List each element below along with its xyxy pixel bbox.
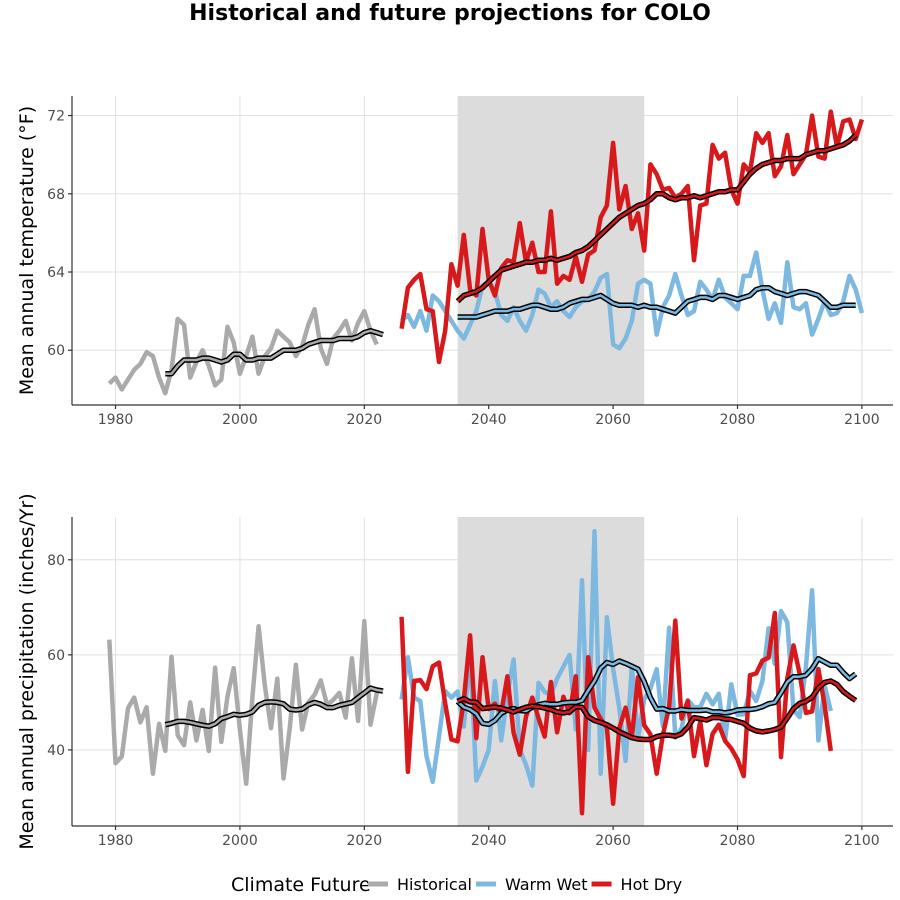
y-tick-label: 68: [47, 187, 65, 203]
series-line-warm-wet: [400, 250, 865, 351]
x-tick-label: 1980: [98, 833, 134, 849]
x-tick-label: 2020: [347, 412, 383, 428]
precipitation-panel: 1980 2000 2020 2040 2060 2080 2100 40 60 80 Mean a…: [16, 493, 893, 850]
y-tick-label: 60: [47, 648, 65, 664]
legend: Climate Future Historical Warm Wet Hot Dry: [231, 874, 682, 896]
x-tick-label: 2000: [222, 412, 258, 428]
smooth-line-hot-dry: [457, 679, 857, 741]
y-tick-label: 40: [47, 743, 65, 759]
x-tick-label: 2000: [222, 833, 258, 849]
temperature-panel: 1980 2000 2020 2040 2060 2080 2100 60 64 68 72 Mean…: [16, 96, 893, 428]
x-tick-label: 1980: [98, 412, 134, 428]
x-tick-label: 2060: [595, 833, 631, 849]
legend-label-hot-dry: Hot Dry: [621, 875, 683, 894]
y-axis-title: Mean annual precipitation (inches/Yr): [16, 493, 38, 849]
x-tick-label: 2040: [471, 412, 507, 428]
series-line-historical: [107, 306, 379, 396]
smooth-line-warm-wet: [457, 286, 856, 319]
x-tick-label: 2080: [720, 412, 756, 428]
smooth-line-hot-dry: [456, 134, 857, 303]
legend-label-historical: Historical: [397, 875, 472, 894]
y-tick-label: 80: [47, 553, 65, 569]
y-tick-label: 64: [47, 265, 65, 281]
x-tick-label: 2060: [595, 412, 631, 428]
series-line-hot-dry: [399, 109, 865, 365]
y-axis-title: Mean annual temperature (°F): [16, 106, 38, 395]
x-tick-label: 2100: [844, 412, 880, 428]
y-tick-label: 72: [47, 109, 65, 125]
x-tick-label: 2020: [347, 833, 383, 849]
x-tick-label: 2040: [471, 833, 507, 849]
smooth-line-historical: [165, 329, 384, 375]
x-tick-label: 2080: [720, 833, 756, 849]
x-tick-label: 2100: [844, 833, 880, 849]
chart-title: Historical and future projections for CO…: [189, 1, 711, 26]
legend-title: Climate Future: [231, 874, 371, 896]
smooth-line-historical: [165, 686, 384, 728]
legend-label-warm-wet: Warm Wet: [505, 875, 588, 894]
series-line-historical: [107, 618, 380, 786]
series-line-hot-dry: [399, 610, 834, 816]
y-tick-label: 60: [47, 343, 65, 359]
